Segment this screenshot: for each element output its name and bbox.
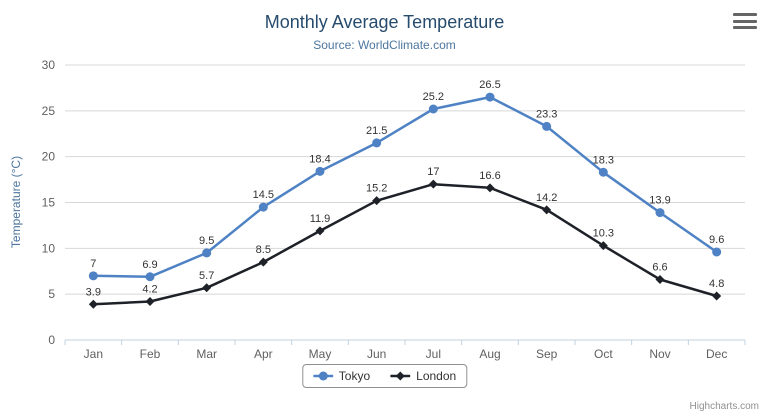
data-label-london: 16.6	[479, 170, 500, 182]
x-axis-label: May	[309, 347, 332, 361]
data-point-marker-london[interactable]	[145, 297, 155, 306]
legend-items: Tokyo London	[312, 369, 456, 383]
series-line-tokyo	[93, 95, 718, 279]
data-label-london: 15.2	[366, 183, 387, 195]
legend-marker-icon	[312, 371, 333, 381]
data-point-marker-london[interactable]	[315, 226, 325, 236]
data-label-tokyo: 9.6	[709, 234, 724, 246]
data-label-tokyo: 21.5	[366, 125, 387, 137]
x-axis-label: Aug	[479, 347, 500, 361]
x-axis-label: Jul	[426, 347, 441, 361]
data-label-london: 8.5	[256, 244, 271, 256]
data-point-marker-tokyo[interactable]	[372, 138, 382, 148]
menu-bar-icon	[733, 26, 757, 29]
data-label-tokyo: 25.2	[423, 91, 444, 103]
data-point-marker-london[interactable]	[712, 291, 722, 301]
data-point-marker-tokyo[interactable]	[712, 247, 722, 257]
data-label-london: 17	[427, 166, 439, 178]
data-label-tokyo: 14.5	[253, 189, 274, 201]
x-axis-label: Apr	[254, 347, 273, 361]
legend-label: Tokyo	[338, 369, 371, 383]
x-axis-label: Jun	[367, 347, 386, 361]
y-axis-tick-label: 15	[42, 196, 56, 210]
y-axis-tick-label: 20	[42, 150, 56, 164]
data-label-tokyo: 13.9	[649, 195, 670, 207]
y-axis-tick-label: 0	[48, 333, 55, 347]
data-label-tokyo: 6.9	[142, 259, 157, 271]
data-point-marker-tokyo[interactable]	[258, 202, 268, 212]
menu-bar-icon	[733, 13, 757, 16]
x-axis-label: Sep	[536, 347, 558, 361]
data-label-tokyo: 18.4	[309, 153, 330, 165]
credits-link[interactable]: Highcharts.com	[689, 401, 759, 412]
legend-item-london[interactable]: London	[390, 369, 456, 383]
legend-label: London	[416, 369, 457, 383]
data-label-tokyo: 26.5	[479, 79, 500, 91]
data-label-london: 10.3	[593, 228, 614, 240]
y-axis-title: Temperature (°C)	[9, 155, 23, 249]
menu-bar-icon	[733, 19, 757, 23]
data-point-marker-london[interactable]	[428, 179, 438, 189]
data-point-marker-tokyo[interactable]	[145, 272, 155, 282]
data-label-london: 14.2	[536, 192, 557, 204]
data-point-marker-tokyo[interactable]	[428, 104, 438, 114]
x-axis-label: Oct	[594, 347, 613, 361]
x-axis-label: Nov	[649, 347, 670, 361]
data-point-marker-london[interactable]	[598, 241, 608, 251]
y-axis-tick-label: 5	[48, 287, 55, 301]
legend: Tokyo London	[301, 364, 468, 388]
legend-marker-icon	[390, 371, 411, 381]
data-label-tokyo: 7	[90, 258, 96, 270]
chart-title: Monthly Average Temperature	[264, 12, 505, 32]
data-label-london: 3.9	[86, 286, 101, 298]
data-point-marker-tokyo[interactable]	[315, 166, 325, 176]
data-point-marker-london[interactable]	[655, 275, 665, 284]
x-axis-label: Mar	[196, 347, 217, 361]
data-point-marker-tokyo[interactable]	[542, 121, 552, 131]
data-label-london: 6.6	[652, 262, 667, 274]
data-label-london: 5.7	[199, 270, 214, 282]
data-point-marker-tokyo[interactable]	[598, 167, 608, 177]
y-axis-tick-label: 10	[42, 241, 56, 255]
data-point-marker-london[interactable]	[202, 283, 212, 293]
x-axis-label: Feb	[140, 347, 161, 361]
y-axis-tick-label: 25	[42, 104, 56, 118]
data-point-marker-tokyo[interactable]	[485, 92, 495, 102]
data-point-marker-london[interactable]	[485, 183, 495, 193]
data-label-london: 11.9	[310, 213, 331, 225]
data-point-marker-london[interactable]	[372, 196, 382, 206]
x-axis-label: Dec	[706, 347, 727, 361]
data-point-marker-london[interactable]	[88, 299, 98, 309]
data-point-marker-tokyo[interactable]	[202, 248, 212, 258]
data-label-tokyo: 18.3	[593, 154, 614, 166]
x-axis-label: Jan	[84, 347, 103, 361]
legend-item-tokyo[interactable]: Tokyo	[312, 369, 371, 383]
data-point-marker-london[interactable]	[258, 257, 268, 267]
chart-subtitle: Source: WorldClimate.com	[313, 38, 456, 52]
data-label-london: 4.8	[709, 278, 724, 290]
export-menu-hamburger-icon[interactable]	[733, 13, 757, 29]
data-point-marker-tokyo[interactable]	[655, 208, 665, 218]
data-label-tokyo: 23.3	[536, 108, 557, 120]
data-label-london: 4.2	[142, 284, 157, 296]
data-point-marker-tokyo[interactable]	[88, 271, 98, 281]
series-line-london	[93, 182, 718, 306]
data-label-tokyo: 9.5	[199, 235, 214, 247]
y-axis-tick-label: 30	[42, 58, 56, 72]
data-point-marker-london[interactable]	[542, 205, 552, 215]
